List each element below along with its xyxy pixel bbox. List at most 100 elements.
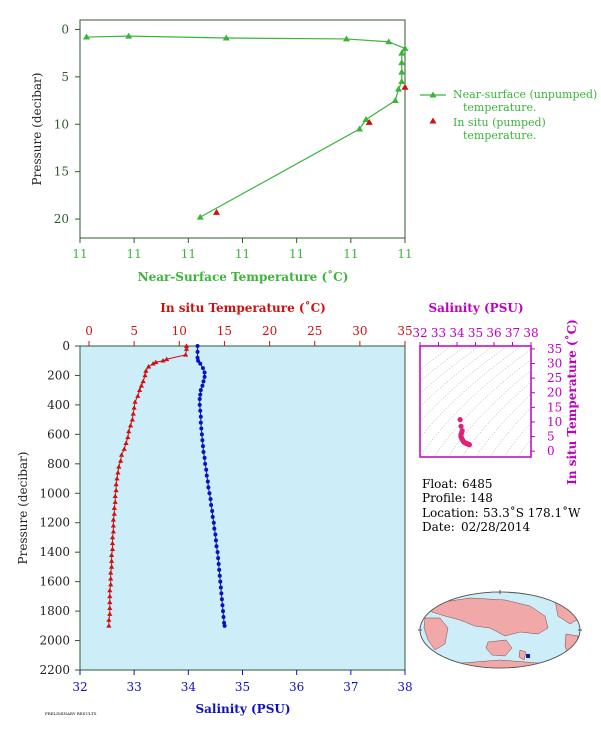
salinity-point (214, 544, 219, 549)
top-chart-frame (79, 19, 406, 239)
salinity-point (198, 408, 203, 413)
ts-x-tick-label: 33 (431, 326, 446, 340)
temperature-point (142, 372, 148, 378)
top-chart-y-label: Pressure (decibar) (30, 73, 44, 186)
temperature-point (111, 511, 117, 516)
temperature-point (108, 581, 114, 587)
density-contour (420, 346, 481, 394)
temperature-point (106, 623, 112, 628)
temperature-point (109, 540, 116, 546)
temperature-point (109, 546, 116, 552)
pressure-tick-label: 1400 (39, 545, 70, 559)
legend-label-pumped: In situ (pumped) (453, 116, 546, 129)
legend-marker-unpumped (429, 91, 437, 98)
salinity-tick-label: 35 (235, 680, 250, 694)
salinity-point (198, 420, 203, 425)
profile-pressure-ticks: 0 200 400 600 800 1000 1200 1400 1600 1800 2000 220… (39, 339, 80, 677)
top-x-tick-label: 11 (235, 247, 250, 261)
temperature-point (150, 361, 156, 366)
unpumped-temperature-point (401, 44, 409, 51)
top-chart: 0 5 10 15 20 11 11 11 11 11 11 11 Pressure (deciba… (30, 19, 597, 284)
unpumped-temperature-point (398, 49, 406, 56)
temperature-point (130, 411, 136, 416)
ts-x-tick-label: 35 (468, 326, 483, 340)
map-new-zealand (518, 649, 527, 661)
salinity-point (208, 497, 213, 502)
temperature-point (131, 405, 137, 410)
density-contour (420, 346, 509, 422)
unpumped-temperature-point (398, 68, 406, 75)
unpumped-temperature-point (391, 97, 399, 104)
salinity-point (198, 361, 203, 366)
unpumped-temperature-point (385, 38, 393, 45)
unpumped-temperature-point (196, 213, 204, 220)
temperature-point (110, 517, 117, 522)
ts-x-tick-label: 32 (412, 326, 427, 340)
temperature-point (108, 552, 115, 557)
temp-tick-label: 20 (262, 324, 277, 338)
temp-tick-label: 0 (85, 324, 93, 338)
profile-label: Profile: (422, 491, 466, 505)
temperature-point (107, 611, 113, 616)
pumped-temperature-point (401, 83, 409, 90)
top-x-tick-label: 11 (181, 247, 196, 261)
top-y-tick-label: 0 (61, 22, 69, 36)
top-chart-x-label: Near-Surface Temperature (˚C) (138, 269, 349, 284)
salinity-point (203, 461, 208, 466)
top-x-tick-label: 11 (343, 247, 358, 261)
temperature-point (115, 470, 121, 475)
salinity-point (196, 358, 201, 363)
pressure-tick-label: 800 (47, 457, 70, 471)
salinity-point (198, 414, 203, 419)
temperature-point (118, 452, 125, 457)
ts-y-tick-label: 25 (547, 371, 562, 385)
temperature-point (138, 383, 144, 388)
temperature-point (121, 446, 127, 451)
temperature-point (106, 617, 112, 622)
legend-label-unpumped-2: temperature. (463, 101, 537, 114)
ts-x-ticks: 32 33 34 35 36 37 38 (412, 326, 539, 346)
legend-label-unpumped: Near-surface (unpumped) (453, 88, 597, 101)
profile-value: 148 (470, 491, 493, 505)
temperature-point (109, 534, 116, 540)
float-info: Float: 6485 Profile: 148 Location: 53.3˚… (422, 477, 581, 534)
salinity-point (220, 603, 225, 608)
temperature-point (110, 523, 117, 528)
salinity-point (198, 388, 203, 393)
temperature-point (183, 343, 190, 348)
salinity-point (210, 508, 215, 513)
top-x-tick-label: 11 (72, 247, 87, 261)
ts-density-contours (420, 336, 601, 457)
temperature-point (112, 493, 118, 499)
float-location-marker (526, 654, 530, 658)
temperature-point (127, 422, 134, 428)
unpumped-temperature-point (343, 35, 350, 42)
ts-x-tick-label: 34 (449, 326, 465, 340)
temp-tick-label: 35 (397, 324, 412, 338)
salinity-point (200, 444, 205, 449)
unpumped-temperature-point (395, 85, 402, 92)
salinity-point (201, 379, 206, 384)
pumped-temperature-point (365, 118, 373, 125)
temperature-point (114, 475, 120, 481)
temperature-point (129, 417, 135, 422)
temperature-point (140, 378, 146, 384)
salinity-point (221, 614, 226, 619)
salinity-point (211, 520, 216, 525)
salinity-point (206, 485, 211, 490)
salinity-point (200, 383, 205, 388)
salinity-profile (195, 344, 227, 628)
ts-y-tick-label: 20 (547, 386, 562, 400)
salinity-point (219, 591, 224, 596)
float-value: 6485 (462, 477, 493, 491)
ts-point (457, 417, 463, 423)
ts-x-label: Salinity (PSU) (428, 301, 523, 315)
temperature-point (143, 368, 149, 373)
unpumped-temperature-point (398, 59, 406, 66)
ts-x-tick-label: 37 (505, 326, 520, 340)
salinity-point (200, 438, 205, 443)
salinity-point (213, 532, 218, 537)
density-contour (588, 336, 601, 457)
salinity-point (201, 450, 206, 455)
